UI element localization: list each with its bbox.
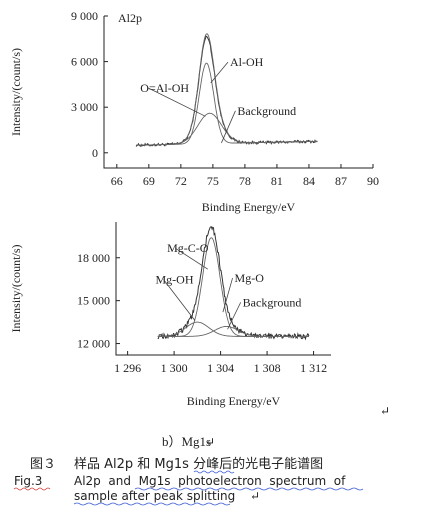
wavy-underline-icon — [13, 487, 51, 491]
y-tick-label: 12 000 — [77, 337, 110, 351]
annotation-label: Background — [243, 295, 302, 309]
annotation-leader — [222, 277, 233, 313]
figure-caption-en-line1: Al2p and Mg1s photoelectron spectrum of — [74, 474, 346, 488]
chart-al2p-axes — [103, 16, 373, 169]
annotation-label: Al-OH — [230, 55, 264, 69]
x-tick-label: 1 312 — [300, 361, 327, 375]
y-tick-label: 9 000 — [71, 9, 98, 23]
annotation-label: Mg-O — [235, 271, 265, 285]
annotation-leader — [148, 87, 206, 117]
y-tick-label: 0 — [92, 146, 98, 160]
chart-mg1s-xlabel: Binding Energy/eV — [187, 394, 281, 408]
return-mark-icon: ↵ — [380, 404, 390, 418]
panel-b-caption: b）Mg1s — [162, 434, 211, 449]
x-tick-label: 1 296 — [114, 361, 141, 375]
y-tick-label: 3 000 — [71, 100, 98, 114]
x-tick-label: 66 — [111, 174, 123, 188]
series-mgo — [157, 325, 309, 337]
chart-al2p-ticks: 66 69 72 75 78 81 84 87 90 0 3 000 6 000 9 000 — [71, 9, 379, 188]
x-tick-label: 1 308 — [254, 361, 281, 375]
figure-caption-en-label: Fig.3 — [14, 474, 42, 488]
axis-frame — [115, 222, 331, 356]
x-tick-label: 78 — [239, 174, 251, 188]
figure-caption-cn-text: 样品 Al2p 和 Mg1s 分峰后的光电子能谱图 — [74, 456, 323, 472]
return-mark-icon: ↵ — [250, 489, 260, 503]
chart-al2p-ylabel: Intensity/(count/s) — [9, 48, 23, 136]
series-oaloh — [136, 112, 318, 146]
annotation-leader — [221, 110, 236, 144]
chart-mg1s: 1 296 1 300 1 304 1 308 1 312 12 000 15 000 18 … — [9, 222, 331, 408]
wavy-underline-icon — [134, 487, 364, 491]
x-tick-label: 1 300 — [161, 361, 188, 375]
chart-al2p: 66 69 72 75 78 81 84 87 90 0 3 000 6 000 9 000 Al-OH… — [9, 9, 379, 214]
figure-caption-cn-label: 图３ — [30, 457, 56, 472]
annotation-label: Mg-C-O — [167, 241, 209, 255]
x-tick-label: 87 — [335, 174, 347, 188]
x-tick-label: 72 — [175, 174, 187, 188]
chart-mg1s-ticks: 1 296 1 300 1 304 1 308 1 312 12 000 15 000 18 … — [77, 251, 327, 375]
annotation-label: Mg-OH — [156, 272, 194, 286]
wavy-underline-icon — [193, 470, 235, 474]
chart-mg1s-axes — [115, 222, 331, 356]
annotation-leader — [174, 247, 209, 270]
x-tick-label: 1 304 — [207, 361, 234, 375]
captions: b）Mg1s ↵ 图３ 样品 Al2p 和 Mg1s 分峰后的光电子能谱图 Fi… — [13, 434, 364, 506]
annotation-leader — [227, 302, 242, 330]
y-tick-label: 15 000 — [77, 294, 110, 308]
chart-mg1s-ylabel: Intensity/(count/s) — [9, 245, 23, 333]
chart-al2p-panel-label: Al2p — [118, 11, 142, 25]
wavy-underline-icon — [73, 502, 231, 506]
chart-mg1s-series — [157, 226, 310, 341]
annotation-label: O=Al-OH — [140, 81, 189, 95]
annotation-leader — [210, 61, 229, 84]
x-tick-label: 81 — [271, 174, 283, 188]
x-tick-label: 75 — [207, 174, 219, 188]
chart-al2p-xlabel: Binding Energy/eV — [202, 200, 296, 214]
annotation-label: Background — [237, 104, 296, 118]
x-tick-label: 84 — [303, 174, 315, 188]
y-tick-label: 6 000 — [71, 55, 98, 69]
axis-frame — [103, 16, 373, 169]
chart-al2p-annotations: Al-OH O=Al-OH Background — [140, 55, 296, 144]
annotation-leader — [163, 279, 196, 321]
return-mark-icon: ↵ — [205, 435, 215, 449]
y-tick-label: 18 000 — [77, 251, 110, 265]
x-tick-label: 90 — [367, 174, 379, 188]
x-tick-label: 69 — [143, 174, 155, 188]
figure-caption-en-line2: sample after peak splitting — [74, 489, 235, 503]
chart-mg1s-annotations: Mg-C-O Mg-OH Mg-O Background — [156, 241, 302, 330]
